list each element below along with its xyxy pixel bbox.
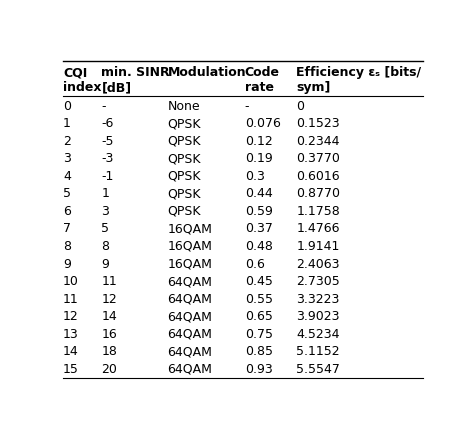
- Text: 0.45: 0.45: [245, 275, 273, 288]
- Text: 16: 16: [101, 328, 117, 341]
- Text: 4: 4: [63, 170, 71, 183]
- Text: 1: 1: [63, 117, 71, 130]
- Text: 64QAM: 64QAM: [168, 293, 212, 306]
- Text: 64QAM: 64QAM: [168, 345, 212, 358]
- Text: 0.3: 0.3: [245, 170, 264, 183]
- Text: 5: 5: [101, 223, 109, 236]
- Text: 14: 14: [63, 345, 79, 358]
- Text: 8: 8: [101, 240, 109, 253]
- Text: QPSK: QPSK: [168, 135, 201, 148]
- Text: -: -: [101, 100, 106, 113]
- Text: 16QAM: 16QAM: [168, 240, 212, 253]
- Text: 0.59: 0.59: [245, 205, 273, 218]
- Text: 3: 3: [101, 205, 109, 218]
- Text: Code
rate: Code rate: [245, 66, 280, 94]
- Text: 11: 11: [63, 293, 79, 306]
- Text: QPSK: QPSK: [168, 152, 201, 165]
- Text: QPSK: QPSK: [168, 117, 201, 130]
- Text: 64QAM: 64QAM: [168, 363, 212, 376]
- Text: Efficiency εₛ [bits/
sym]: Efficiency εₛ [bits/ sym]: [296, 66, 421, 94]
- Text: 64QAM: 64QAM: [168, 310, 212, 323]
- Text: 4.5234: 4.5234: [296, 328, 340, 341]
- Text: 8: 8: [63, 240, 71, 253]
- Text: QPSK: QPSK: [168, 187, 201, 200]
- Text: 0.65: 0.65: [245, 310, 273, 323]
- Text: 1.9141: 1.9141: [296, 240, 339, 253]
- Text: None: None: [168, 100, 200, 113]
- Text: 1: 1: [101, 187, 109, 200]
- Text: 9: 9: [101, 258, 109, 271]
- Text: 64QAM: 64QAM: [168, 275, 212, 288]
- Text: 14: 14: [101, 310, 117, 323]
- Text: 2.7305: 2.7305: [296, 275, 340, 288]
- Text: 2: 2: [63, 135, 71, 148]
- Text: 1.4766: 1.4766: [296, 223, 340, 236]
- Text: 0.19: 0.19: [245, 152, 273, 165]
- Text: 11: 11: [101, 275, 117, 288]
- Text: 0.85: 0.85: [245, 345, 273, 358]
- Text: 0.3770: 0.3770: [296, 152, 340, 165]
- Text: 0.8770: 0.8770: [296, 187, 340, 200]
- Text: -: -: [245, 100, 249, 113]
- Text: 18: 18: [101, 345, 118, 358]
- Text: min. SINR
[dB]: min. SINR [dB]: [101, 66, 170, 94]
- Text: QPSK: QPSK: [168, 205, 201, 218]
- Text: 3.9023: 3.9023: [296, 310, 340, 323]
- Text: CQI
index: CQI index: [63, 66, 101, 94]
- Text: 16QAM: 16QAM: [168, 223, 212, 236]
- Text: 0.75: 0.75: [245, 328, 273, 341]
- Text: 12: 12: [101, 293, 117, 306]
- Text: 0.44: 0.44: [245, 187, 273, 200]
- Text: 5: 5: [63, 187, 71, 200]
- Text: -3: -3: [101, 152, 114, 165]
- Text: 2.4063: 2.4063: [296, 258, 340, 271]
- Text: 0.48: 0.48: [245, 240, 273, 253]
- Text: 0.6: 0.6: [245, 258, 264, 271]
- Text: 0: 0: [63, 100, 71, 113]
- Text: 16QAM: 16QAM: [168, 258, 212, 271]
- Text: 9: 9: [63, 258, 71, 271]
- Text: 0: 0: [296, 100, 304, 113]
- Text: 0.55: 0.55: [245, 293, 273, 306]
- Text: 0.1523: 0.1523: [296, 117, 340, 130]
- Text: 1.1758: 1.1758: [296, 205, 340, 218]
- Text: 0.2344: 0.2344: [296, 135, 340, 148]
- Text: 0.6016: 0.6016: [296, 170, 340, 183]
- Text: -6: -6: [101, 117, 114, 130]
- Text: 0.076: 0.076: [245, 117, 281, 130]
- Text: 7: 7: [63, 223, 71, 236]
- Text: 0.37: 0.37: [245, 223, 273, 236]
- Text: 20: 20: [101, 363, 118, 376]
- Text: 5.1152: 5.1152: [296, 345, 340, 358]
- Text: 0.93: 0.93: [245, 363, 273, 376]
- Text: 12: 12: [63, 310, 79, 323]
- Text: 6: 6: [63, 205, 71, 218]
- Text: QPSK: QPSK: [168, 170, 201, 183]
- Text: 10: 10: [63, 275, 79, 288]
- Text: 15: 15: [63, 363, 79, 376]
- Text: 0.12: 0.12: [245, 135, 273, 148]
- Text: Modulation: Modulation: [168, 66, 246, 79]
- Text: -1: -1: [101, 170, 114, 183]
- Text: 3.3223: 3.3223: [296, 293, 339, 306]
- Text: 5.5547: 5.5547: [296, 363, 340, 376]
- Text: -5: -5: [101, 135, 114, 148]
- Text: 3: 3: [63, 152, 71, 165]
- Text: 64QAM: 64QAM: [168, 328, 212, 341]
- Text: 13: 13: [63, 328, 79, 341]
